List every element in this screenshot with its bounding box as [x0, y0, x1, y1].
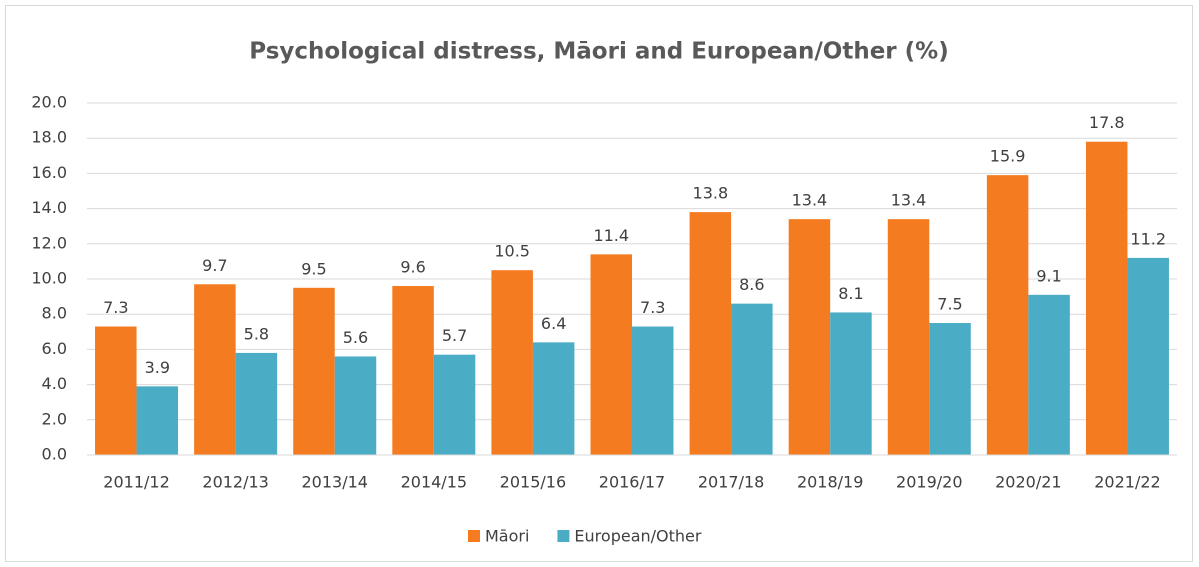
- data-label: 11.2: [1130, 229, 1166, 248]
- bar: [590, 254, 632, 455]
- y-tick-label: 12.0: [31, 233, 67, 252]
- y-tick-label: 6.0: [42, 339, 67, 358]
- y-tick-label: 18.0: [31, 128, 67, 147]
- data-label: 3.9: [145, 358, 170, 377]
- x-tick-label: 2014/15: [401, 473, 467, 492]
- bar: [194, 284, 236, 455]
- data-label: 11.4: [593, 226, 629, 245]
- bar: [689, 212, 732, 455]
- x-tick-label: 2018/19: [797, 473, 863, 492]
- legend-label: Māori: [485, 527, 529, 546]
- bar: [491, 270, 533, 455]
- data-label: 9.6: [400, 258, 425, 277]
- bar: [632, 326, 674, 455]
- bar: [136, 386, 179, 455]
- bar: [1085, 141, 1128, 455]
- data-label: 5.7: [442, 326, 467, 345]
- bar: [433, 354, 476, 455]
- x-tick-label: 2015/16: [500, 473, 566, 492]
- data-label: 9.5: [301, 259, 326, 278]
- data-label: 7.3: [640, 298, 665, 317]
- x-tick-label: 2016/17: [599, 473, 665, 492]
- data-label: 15.9: [990, 147, 1026, 166]
- bar: [788, 219, 831, 455]
- data-label: 7.3: [103, 298, 128, 317]
- bar: [887, 219, 930, 455]
- data-label: 5.8: [244, 324, 269, 343]
- x-tick-label: 2017/18: [698, 473, 764, 492]
- y-tick-label: 0.0: [42, 445, 67, 464]
- data-label: 9.1: [1036, 266, 1061, 285]
- bar: [1127, 257, 1169, 455]
- x-tick-label: 2021/22: [1094, 473, 1160, 492]
- y-tick-label: 2.0: [42, 409, 67, 428]
- bar: [293, 287, 335, 455]
- bar: [532, 342, 575, 455]
- data-label: 13.4: [792, 191, 828, 210]
- chart-title: Psychological distress, Māori and Europe…: [249, 39, 948, 65]
- data-label: 10.5: [494, 242, 530, 261]
- x-tick-label: 2020/21: [995, 473, 1061, 492]
- bar: [95, 326, 137, 455]
- y-tick-label: 14.0: [31, 198, 67, 217]
- legend-label: European/Other: [574, 527, 701, 546]
- data-label: 13.8: [693, 184, 729, 203]
- bar: [731, 303, 773, 455]
- x-tick-label: 2019/20: [896, 473, 962, 492]
- x-tick-label: 2011/12: [103, 473, 169, 492]
- x-tick-label: 2013/14: [301, 473, 367, 492]
- data-label: 8.1: [838, 284, 863, 303]
- bar: [392, 286, 434, 455]
- bar: [334, 356, 377, 455]
- legend-swatch: [557, 530, 570, 542]
- y-tick-label: 10.0: [31, 269, 67, 288]
- data-label: 6.4: [541, 314, 566, 333]
- bar: [235, 352, 278, 455]
- bar: [929, 323, 971, 455]
- data-label: 17.8: [1089, 113, 1125, 132]
- y-tick-label: 8.0: [42, 304, 67, 323]
- bar: [986, 175, 1029, 455]
- y-tick-label: 16.0: [31, 163, 67, 182]
- data-label: 5.6: [343, 328, 368, 347]
- y-tick-label: 4.0: [42, 374, 67, 393]
- y-tick-label: 20.0: [31, 93, 67, 112]
- bar: [1028, 294, 1070, 455]
- data-label: 13.4: [891, 191, 927, 210]
- data-label: 9.7: [202, 256, 227, 275]
- data-label: 8.6: [739, 275, 764, 294]
- legend-swatch: [468, 530, 480, 542]
- bar: [830, 312, 872, 455]
- data-label: 7.5: [937, 295, 962, 314]
- x-tick-label: 2012/13: [202, 473, 268, 492]
